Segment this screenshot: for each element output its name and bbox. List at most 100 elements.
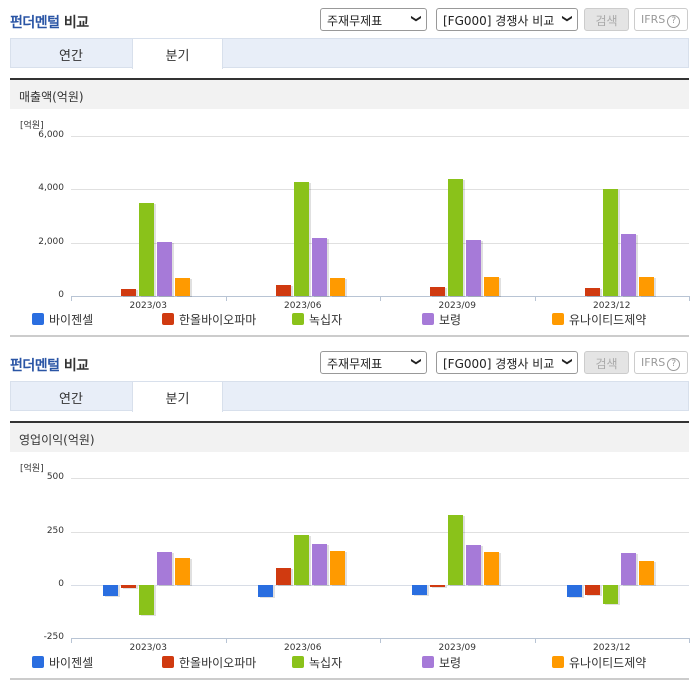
y-unit-label: [억원] [20,121,44,131]
bar-3-2[interactable] [466,545,482,585]
x-tick-label: 2023/09 [438,301,476,311]
legend-label: 보령 [439,656,462,670]
bar-4-3[interactable] [638,561,654,585]
section-divider [10,335,689,337]
legend-label: 바이젠셀 [49,656,94,670]
bar-2-3[interactable] [602,585,618,605]
bar-1-1[interactable] [275,567,291,585]
compare-select[interactable]: [FG000] 경쟁사 비교 ❮ [436,8,578,31]
bar-3-0[interactable] [157,242,173,296]
legend-label: 녹십자 [309,656,343,670]
bar-1-0[interactable] [121,288,137,296]
tab-annual[interactable]: 연간 [59,49,83,64]
y-tick-label: -250 [43,632,64,642]
bar-2-2[interactable] [448,515,464,585]
ifrs-label: IFRS [641,13,666,26]
section-title: 펀더멘털 비교 [10,12,89,32]
fundamental-section-2: 펀더멘털 비교 주재무제표 ❮ [FG000] 경쟁사 비교 ❮ 검색 IFRS… [0,343,696,680]
title-compare: 비교 [59,15,89,31]
bar-4-0[interactable] [175,278,191,296]
statement-select-value: 주재무제표 [327,357,383,371]
bar-3-2[interactable] [466,240,482,296]
legend-item[interactable]: 바이젠셀 [32,654,93,671]
bar-3-1[interactable] [311,237,327,296]
chevron-down-icon: ❮ [561,357,573,366]
y-tick-label: 0 [58,290,64,300]
legend-item[interactable]: 녹십자 [292,654,342,671]
tab-quarter[interactable]: 분기 [132,382,223,412]
bar-3-0[interactable] [157,551,173,585]
bar-2-1[interactable] [293,534,309,585]
x-tick-label: 2023/12 [593,301,631,311]
x-tick-mark [71,296,72,301]
chevron-down-icon: ❮ [561,14,573,23]
grid-line [71,136,689,137]
statement-select[interactable]: 주재무제표 ❮ [320,8,427,31]
ifrs-button[interactable]: IFRS? [634,8,688,31]
bar-0-3[interactable] [566,585,582,597]
tab-quarter[interactable]: 분기 [132,39,223,69]
x-tick-mark [71,638,72,643]
x-tick-label: 2023/06 [284,643,322,653]
legend-item[interactable]: 바이젠셀 [32,311,93,328]
bar-0-1[interactable] [257,585,273,597]
chart-legend: 바이젠셀 한올바이오파마 녹십자 보령 유나이티드제약 [10,654,689,674]
legend-item[interactable]: 녹십자 [292,311,342,328]
x-tick-mark [225,296,227,301]
x-tick-mark [689,296,690,301]
search-button[interactable]: 검색 [584,8,629,31]
bar-0-2[interactable] [412,585,428,595]
bar-1-3[interactable] [584,585,600,595]
bar-2-3[interactable] [602,188,618,296]
bar-4-1[interactable] [329,550,345,585]
legend-swatch-icon [422,656,434,668]
bar-2-1[interactable] [293,181,309,296]
bar-3-1[interactable] [311,544,327,585]
search-button[interactable]: 검색 [584,351,629,374]
bar-2-0[interactable] [139,585,155,615]
x-tick-mark [689,638,690,643]
bar-1-2[interactable] [430,585,446,587]
statement-select[interactable]: 주재무제표 ❮ [320,351,427,374]
x-tick-mark [534,638,536,643]
compare-select-value: [FG000] 경쟁사 비교 [443,14,555,28]
legend-item[interactable]: 한올바이오파마 [162,654,256,671]
fundamental-section-1: 펀더멘털 비교 주재무제표 ❮ [FG000] 경쟁사 비교 ❮ 검색 IFRS… [0,0,696,337]
legend-label: 녹십자 [309,313,343,327]
section-title: 펀더멘털 비교 [10,355,89,375]
bar-4-2[interactable] [484,277,500,296]
bar-3-3[interactable] [620,552,636,585]
x-tick-label: 2023/09 [438,643,476,653]
bar-3-3[interactable] [620,233,636,296]
legend-swatch-icon [32,656,44,668]
period-tabs: 연간 분기 [10,381,689,412]
legend-item[interactable]: 유나이티드제약 [552,311,646,328]
ifrs-button[interactable]: IFRS? [634,351,688,374]
compare-select-value: [FG000] 경쟁사 비교 [443,357,555,371]
bar-4-3[interactable] [638,277,654,296]
legend-item[interactable]: 보령 [422,311,461,328]
y-tick-label: 0 [58,579,64,589]
bar-4-0[interactable] [175,558,191,585]
bar-1-2[interactable] [430,287,446,296]
legend-swatch-icon [552,313,564,325]
legend-item[interactable]: 보령 [422,654,461,671]
compare-select[interactable]: [FG000] 경쟁사 비교 ❮ [436,351,578,374]
legend-item[interactable]: 한올바이오파마 [162,311,256,328]
bar-1-0[interactable] [121,585,137,589]
legend-swatch-icon [422,313,434,325]
bar-2-2[interactable] [448,179,464,296]
x-tick-mark [225,638,227,643]
tab-annual[interactable]: 연간 [59,392,83,407]
bar-1-1[interactable] [275,285,291,296]
bar-1-3[interactable] [584,288,600,296]
bar-4-1[interactable] [329,278,345,296]
legend-swatch-icon [552,656,564,668]
bar-0-0[interactable] [103,585,119,596]
bar-4-2[interactable] [484,551,500,585]
chart-subheader: 영업이익(억원) [10,421,689,452]
legend-item[interactable]: 유나이티드제약 [552,654,646,671]
grid-line [71,478,689,479]
bar-2-0[interactable] [139,203,155,296]
section-divider [10,678,689,680]
